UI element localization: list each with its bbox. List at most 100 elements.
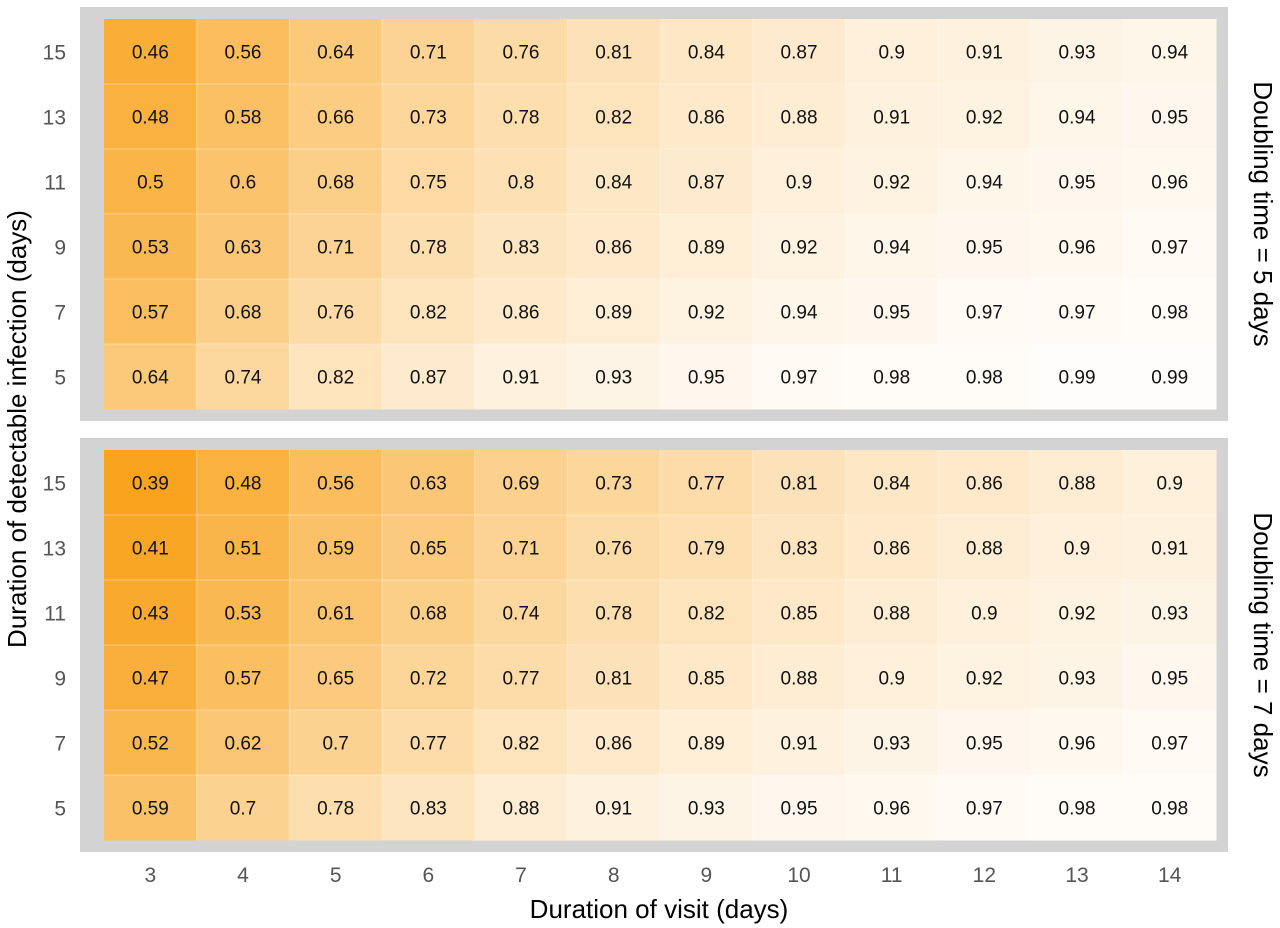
tile-value-label: 0.9: [786, 173, 812, 194]
heatmap-tile: [752, 279, 846, 345]
tile-value-label: 0.92: [688, 303, 725, 324]
tile-value-label: 0.91: [503, 368, 540, 389]
tile-value-label: 0.53: [132, 238, 169, 259]
tile-value-label: 0.89: [688, 238, 725, 259]
tile-value-label: 0.83: [503, 238, 540, 259]
tile-value-label: 0.94: [781, 303, 818, 324]
heatmap-tile: [845, 19, 939, 85]
heatmap-tile: [660, 645, 754, 711]
heatmap-tile: [104, 450, 198, 516]
heatmap-tile: [104, 19, 198, 85]
heatmap-tile: [104, 344, 198, 410]
tile-value-label: 0.7: [322, 734, 348, 755]
heatmap-tile: [1123, 580, 1217, 646]
tile-value-label: 0.84: [688, 43, 725, 64]
tile-value-label: 0.89: [595, 303, 632, 324]
heatmap-tile: [752, 19, 846, 85]
heatmap-tile: [845, 149, 939, 215]
heatmap-tile: [1123, 775, 1217, 841]
tile-value-label: 0.69: [503, 474, 540, 495]
tile-value-label: 0.92: [966, 669, 1003, 690]
tile-value-label: 0.82: [410, 303, 447, 324]
tile-value-label: 0.86: [503, 303, 540, 324]
heatmap-tile: [1123, 84, 1217, 150]
x-tick-label: 10: [787, 864, 810, 887]
heatmap-tile: [196, 645, 290, 711]
heatmap-tile: [1030, 149, 1124, 215]
heatmap-tile: [382, 580, 476, 646]
heatmap-tile: [104, 84, 198, 150]
tile-value-label: 0.97: [966, 303, 1003, 324]
heatmap-tile: [752, 149, 846, 215]
tile-value-label: 0.98: [966, 368, 1003, 389]
tile-value-label: 0.85: [688, 669, 725, 690]
heatmap-tile: [382, 149, 476, 215]
heatmap-tile: [289, 19, 383, 85]
heatmap-tile: [474, 710, 568, 776]
heatmap-tile: [938, 580, 1032, 646]
heatmap-tile: [567, 710, 661, 776]
tile-value-label: 0.64: [317, 43, 354, 64]
heatmap-tile: [104, 214, 198, 280]
tile-value-label: 0.93: [688, 799, 725, 820]
tile-value-label: 0.9: [1156, 474, 1182, 495]
heatmap-tile: [845, 515, 939, 581]
tile-value-label: 0.52: [132, 734, 169, 755]
heatmap-tile: [660, 580, 754, 646]
heatmap-tile: [660, 149, 754, 215]
heatmap-tile: [382, 450, 476, 516]
heatmap-tile: [845, 344, 939, 410]
heatmap-tile: [382, 344, 476, 410]
heatmap-tile: [660, 84, 754, 150]
tile-value-label: 0.95: [1151, 669, 1188, 690]
y-tick-label: 11: [44, 172, 66, 195]
heatmap-tile: [1123, 19, 1217, 85]
heatmap-tile: [382, 84, 476, 150]
tile-value-label: 0.56: [225, 43, 262, 64]
panel-2: 0.39 0.48 0.56 0.63 0.69 0.73 0.77 0.81 0.84 0.86…: [43, 438, 1278, 852]
tile-value-label: 0.96: [1151, 173, 1188, 194]
heatmap-tile: [474, 149, 568, 215]
x-axis-title: Duration of visit (days): [530, 894, 789, 924]
tile-value-label: 0.79: [688, 539, 725, 560]
tile-value-label: 0.93: [1059, 669, 1096, 690]
tile-value-label: 0.88: [503, 799, 540, 820]
heatmap-tile: [752, 775, 846, 841]
heatmap-tile: [752, 84, 846, 150]
heatmap-tile: [382, 775, 476, 841]
tile-value-label: 0.6: [230, 173, 256, 194]
heatmap-tile: [938, 149, 1032, 215]
heatmap-tile: [660, 19, 754, 85]
tile-value-label: 0.48: [132, 108, 169, 129]
tile-value-label: 0.7: [230, 799, 256, 820]
heatmap-tile: [289, 645, 383, 711]
heatmap-tile: [104, 279, 198, 345]
tile-value-label: 0.73: [595, 474, 632, 495]
tile-value-label: 0.82: [595, 108, 632, 129]
tile-value-label: 0.9: [971, 604, 997, 625]
heatmap-tile: [474, 645, 568, 711]
heatmap-tile: [196, 344, 290, 410]
tile-value-label: 0.43: [132, 604, 169, 625]
tile-value-label: 0.93: [1151, 604, 1188, 625]
tile-value-label: 0.92: [873, 173, 910, 194]
tile-value-label: 0.94: [1151, 43, 1188, 64]
tile-value-label: 0.93: [873, 734, 910, 755]
tile-value-label: 0.41: [132, 539, 169, 560]
heatmap-tile: [845, 214, 939, 280]
heatmap-tile: [938, 214, 1032, 280]
tile-value-label: 0.95: [966, 238, 1003, 259]
tile-value-label: 0.91: [966, 43, 1003, 64]
x-tick-label: 5: [330, 864, 342, 887]
heatmap-tile: [474, 84, 568, 150]
tile-value-label: 0.63: [410, 474, 447, 495]
tile-value-label: 0.87: [410, 368, 447, 389]
heatmap-tile: [474, 214, 568, 280]
tile-value-label: 0.97: [1059, 303, 1096, 324]
heatmap-tile: [938, 450, 1032, 516]
tile-value-label: 0.98: [873, 368, 910, 389]
heatmap-tile: [567, 149, 661, 215]
heatmap-tile: [382, 645, 476, 711]
heatmap-tile: [845, 450, 939, 516]
